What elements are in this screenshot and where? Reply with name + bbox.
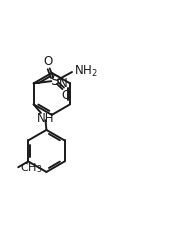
Text: O: O: [61, 89, 70, 102]
Text: NH$_2$: NH$_2$: [74, 64, 98, 79]
Text: N: N: [59, 77, 68, 90]
Text: S: S: [50, 74, 59, 88]
Text: O: O: [44, 55, 53, 68]
Text: NH: NH: [37, 112, 54, 124]
Text: CH$_3$: CH$_3$: [20, 161, 42, 175]
